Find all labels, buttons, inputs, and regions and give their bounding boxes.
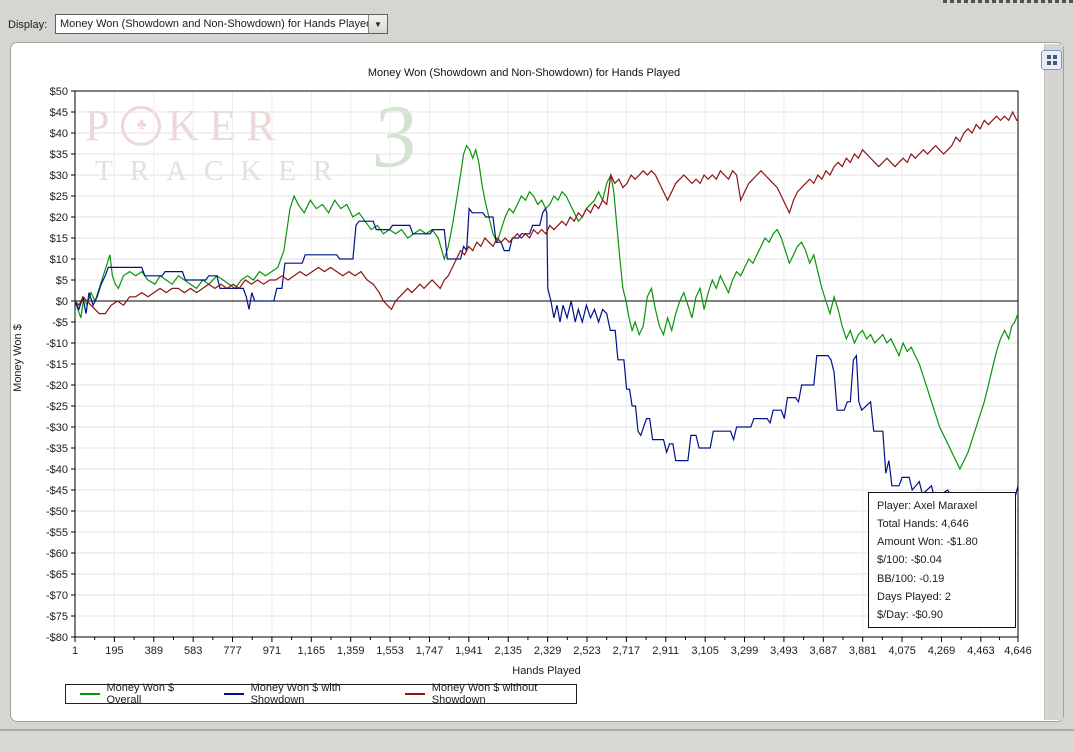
stat-days-played: Days Played: 2 bbox=[877, 590, 951, 603]
y-axis-title: Money Won $ bbox=[12, 324, 24, 392]
display-label: Display: bbox=[8, 19, 48, 31]
legend-item-overall: Money Won $ Overall bbox=[80, 682, 200, 706]
legend-swatch-overall bbox=[80, 693, 100, 695]
legend-swatch-with-showdown bbox=[224, 693, 244, 695]
watermark-numeral: 3 bbox=[368, 85, 432, 188]
watermark-p: P bbox=[85, 101, 120, 150]
chart-options-button[interactable] bbox=[1041, 50, 1062, 70]
dropdown-button[interactable]: ▼ bbox=[368, 15, 387, 33]
player-stats-tooltip: Player: Axel Maraxel Total Hands: 4,646 … bbox=[868, 492, 1016, 628]
right-gutter bbox=[1044, 44, 1063, 720]
club-circle-icon: ♣ bbox=[121, 105, 162, 146]
stat-bb-100: BB/100: -0.19 bbox=[877, 572, 945, 585]
legend-item-without-showdown: Money Won $ without Showdown bbox=[405, 682, 576, 706]
legend-label-without-showdown: Money Won $ without Showdown bbox=[431, 682, 538, 706]
stat-amount-won: Amount Won: -$1.80 bbox=[877, 536, 978, 549]
legend-label-overall: Money Won $ Overall bbox=[106, 682, 175, 706]
chart-title: Money Won (Showdown and Non-Showdown) fo… bbox=[367, 67, 681, 79]
legend-item-with-showdown: Money Won $ with Showdown bbox=[224, 682, 381, 706]
stat-per-day: $/Day: -$0.90 bbox=[877, 608, 944, 621]
stat-total-hands: Total Hands: 4,646 bbox=[877, 518, 969, 531]
clipped-text-fragment bbox=[943, 0, 1073, 3]
stat-player: Player: Axel Maraxel bbox=[877, 500, 978, 512]
watermark-line1: P ♣ KER 3 bbox=[85, 85, 432, 187]
pokertracker-watermark: P ♣ KER 3 TRACKER bbox=[85, 85, 432, 188]
bottom-strip bbox=[0, 731, 1074, 751]
display-dropdown-value: Money Won (Showdown and Non-Showdown) fo… bbox=[60, 18, 368, 30]
bottom-divider bbox=[0, 729, 1074, 731]
grid-icon bbox=[1046, 55, 1057, 65]
chart-legend: Money Won $ Overall Money Won $ with Sho… bbox=[65, 682, 577, 706]
x-axis-title: Hands Played bbox=[512, 665, 581, 677]
stat-per-100: $/100: -$0.04 bbox=[877, 554, 942, 567]
legend-swatch-without-showdown bbox=[405, 693, 425, 695]
chevron-down-icon: ▼ bbox=[374, 19, 382, 29]
display-dropdown[interactable]: Money Won (Showdown and Non-Showdown) fo… bbox=[55, 14, 388, 34]
watermark-line2: TRACKER bbox=[95, 155, 350, 187]
watermark-ker: KER bbox=[167, 101, 286, 150]
legend-label-with-showdown: Money Won $ with Showdown bbox=[250, 682, 341, 706]
